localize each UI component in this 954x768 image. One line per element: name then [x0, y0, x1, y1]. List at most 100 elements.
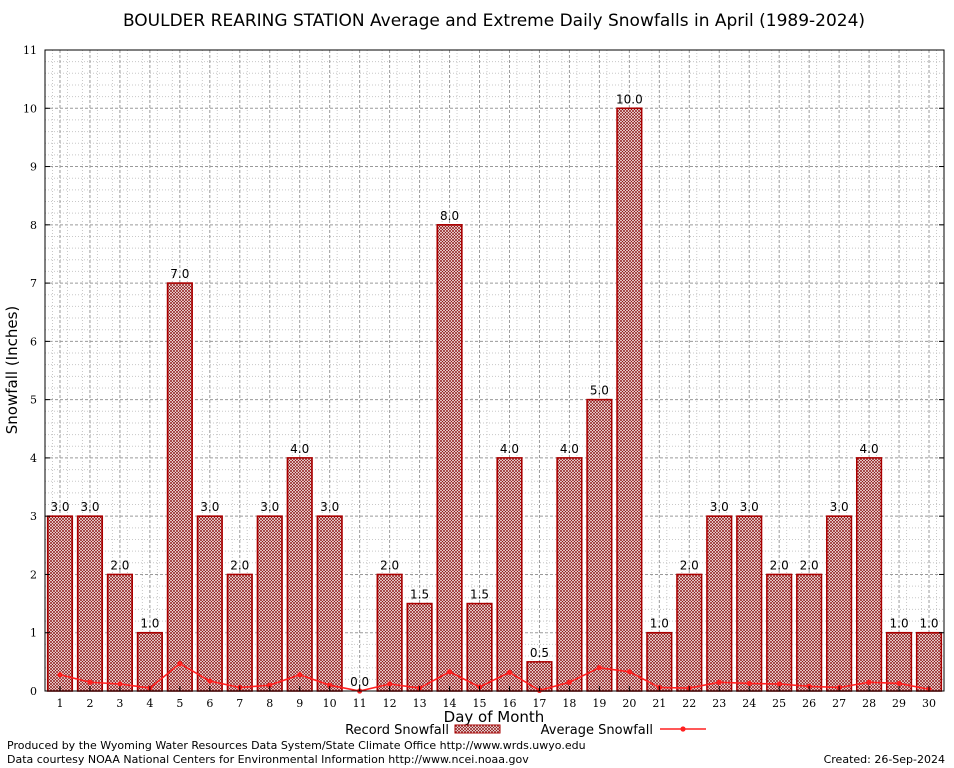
bar-day-10	[316, 515, 343, 692]
x-axis-label: Day of Month	[444, 708, 545, 726]
average-point	[327, 682, 333, 688]
legend: Record Snowfall Average Snowfall	[345, 723, 706, 738]
x-tick-label: 14	[443, 697, 457, 710]
bar-value-label: 3.0	[260, 500, 279, 514]
x-tick-label: 24	[742, 697, 756, 710]
bar-value-label: 3.0	[740, 500, 759, 514]
average-point	[626, 669, 632, 675]
bar-value-label: 3.0	[80, 500, 99, 514]
footer-created-date: Created: 26-Sep-2024	[823, 753, 945, 766]
bar-day-3	[106, 573, 134, 692]
legend-marker-average	[680, 726, 686, 732]
x-tick-label: 27	[832, 697, 846, 710]
bar-value-label: 4.0	[860, 442, 879, 456]
bar-value-label: 7.0	[170, 267, 189, 281]
x-tick-label: 21	[652, 697, 666, 710]
x-tick-label: 11	[353, 697, 367, 710]
bar-day-12	[376, 573, 403, 692]
bar-day-26	[796, 573, 823, 692]
bar-value-label: 1.0	[919, 617, 938, 631]
y-axis-label: Snowfall (Inches)	[3, 306, 21, 434]
average-point	[596, 665, 602, 671]
bar-day-2	[76, 515, 104, 692]
bar-value-label: 1.0	[140, 617, 159, 631]
x-tick-label: 5	[176, 697, 183, 710]
average-point	[57, 672, 63, 678]
bar-day-9	[286, 457, 313, 692]
bar-value-label: 2.0	[770, 558, 789, 572]
bar-value-label: 4.0	[290, 442, 309, 456]
bar-day-5	[166, 282, 193, 692]
bar-value-label: 0.0	[350, 675, 369, 689]
x-tick-label: 18	[562, 697, 576, 710]
y-tick-label: 11	[23, 44, 37, 57]
bar-value-label: 5.0	[590, 384, 609, 398]
x-tick-label: 7	[236, 697, 243, 710]
x-tick-label: 6	[206, 697, 213, 710]
legend-label-record: Record Snowfall	[345, 723, 449, 738]
bar-day-15	[466, 602, 493, 692]
average-line	[59, 662, 930, 692]
average-point	[207, 678, 213, 684]
average-line-series	[57, 661, 932, 694]
average-point	[776, 681, 782, 687]
y-tick-label: 0	[30, 685, 37, 698]
bar-value-label: 3.0	[710, 500, 729, 514]
average-point	[746, 680, 752, 687]
y-tick-label: 6	[30, 335, 37, 348]
x-tick-label: 20	[622, 697, 636, 710]
average-point	[117, 681, 123, 687]
x-tick-label: 9	[296, 697, 303, 710]
x-tick-label: 16	[502, 697, 516, 710]
y-tick-label: 9	[30, 161, 37, 174]
bar-day-6	[196, 515, 223, 692]
x-tick-label: 29	[892, 697, 906, 710]
bar-value-label: 2.0	[110, 558, 129, 572]
x-tick-label: 17	[532, 697, 546, 710]
bar-value-label: 2.0	[680, 558, 699, 572]
bar-series: 3.0 3.0 2.0 1.0 7.0 3.0 2.0 3.0 4.0 3.0 0.0 2.0 1.5 8…	[46, 92, 943, 692]
bar-value-label: 4.0	[560, 442, 579, 456]
x-tick-label: 12	[383, 697, 397, 710]
average-point	[716, 679, 722, 685]
bar-day-22	[676, 573, 703, 692]
y-tick-label: 4	[30, 452, 37, 465]
average-point	[866, 679, 872, 685]
y-tick-label: 3	[30, 510, 37, 523]
x-tick-label: 13	[413, 697, 427, 710]
bar-value-label: 1.5	[410, 588, 429, 602]
bar-day-13	[406, 602, 433, 692]
bar-day-8	[256, 515, 283, 692]
bar-value-label: 3.0	[830, 500, 849, 514]
bar-day-24	[736, 515, 763, 692]
footer-produced-by: Produced by the Wyoming Water Resources …	[7, 739, 586, 752]
average-point	[566, 679, 573, 685]
average-point	[387, 681, 393, 687]
x-tick-labels: 1 2 3 4 5 6 7 8 9 10 11 12 13 14 15 16 17 18 19 20 21 22 23 24 2…	[56, 686, 936, 710]
footer-data-courtesy: Data courtesy NOAA National Centers for …	[7, 753, 529, 766]
bar-day-27	[826, 515, 853, 692]
bar-day-18	[556, 457, 583, 692]
x-tick-label: 10	[323, 697, 337, 710]
bar-value-label: 2.0	[380, 558, 399, 572]
bar-day-20	[616, 107, 643, 692]
y-tick-labels: 0 1 2 3 4 5 6 7 8 9 10 11	[23, 44, 944, 698]
bar-day-30	[915, 631, 943, 692]
bar-day-28	[855, 457, 883, 692]
bar-value-label: 3.0	[50, 500, 69, 514]
bar-day-16	[496, 457, 523, 692]
x-tick-label: 25	[772, 697, 786, 710]
legend-swatch-record	[454, 724, 501, 734]
x-tick-label: 19	[592, 697, 606, 710]
average-point	[446, 669, 453, 675]
x-tick-label: 3	[116, 697, 123, 710]
bar-value-label: 1.0	[650, 617, 669, 631]
bar-day-23	[706, 515, 733, 692]
x-tick-label: 22	[682, 697, 696, 710]
y-tick-label: 2	[30, 568, 37, 581]
x-tick-label: 1	[56, 697, 63, 710]
plot-frame	[44, 49, 945, 692]
bar-day-19	[586, 398, 613, 692]
bar-value-label: 0.5	[530, 646, 549, 660]
